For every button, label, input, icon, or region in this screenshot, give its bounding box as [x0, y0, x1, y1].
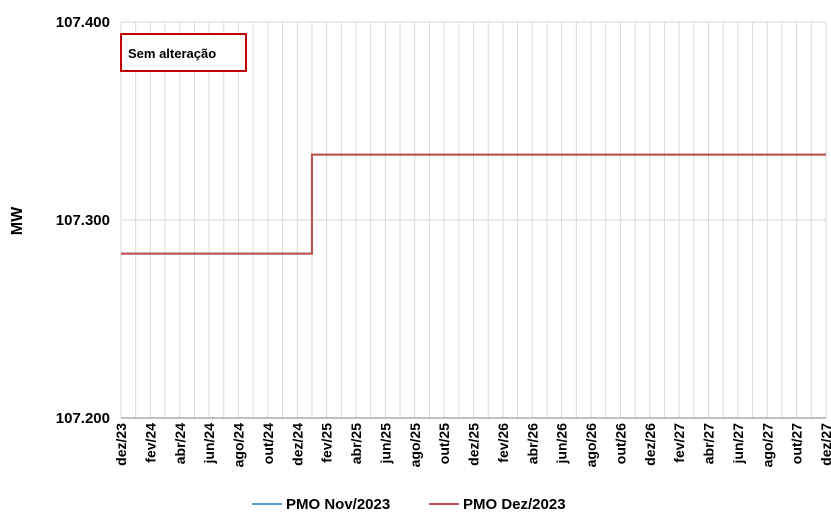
x-tick-label: dez/27	[818, 423, 831, 466]
x-axis-ticks: dez/23 fev/24 abr/24 jun/24 ago/24 out/24 dez/…	[113, 423, 831, 468]
x-tick-label: ago/27	[759, 423, 775, 468]
x-tick-label: abr/27	[701, 423, 717, 464]
x-tick-label: fev/24	[142, 423, 158, 463]
x-tick-label: dez/25	[466, 423, 482, 466]
y-tick-label: 107.400	[56, 14, 110, 31]
x-tick-label: out/26	[612, 423, 628, 464]
x-tick-label: abr/24	[172, 423, 188, 464]
y-tick-label: 107.200	[56, 410, 110, 427]
x-tick-label: jun/27	[730, 423, 746, 465]
y-axis-title: MW	[9, 206, 26, 235]
legend-label: PMO Nov/2023	[286, 496, 390, 513]
annotation-text: Sem alteração	[128, 46, 216, 61]
x-tick-label: jun/26	[554, 423, 570, 465]
x-tick-label: jun/24	[201, 423, 217, 465]
x-tick-label: out/27	[789, 423, 805, 464]
series-group	[121, 153, 826, 255]
x-tick-label: fev/25	[319, 423, 335, 463]
x-tick-label: fev/27	[671, 423, 687, 463]
x-tick-label: jun/25	[377, 423, 393, 465]
legend: PMO Nov/2023 PMO Dez/2023	[252, 496, 566, 513]
x-tick-label: abr/25	[348, 423, 364, 464]
y-axis-ticks: 107.200 107.300 107.400	[56, 14, 110, 427]
x-tick-label: fev/26	[495, 423, 511, 463]
y-tick-label: 107.300	[56, 212, 110, 229]
x-tick-label: dez/26	[642, 423, 658, 466]
series-line	[121, 153, 826, 255]
annotation-box: Sem alteração	[120, 33, 247, 72]
x-tick-label: dez/23	[113, 423, 129, 466]
x-tick-label: out/25	[436, 423, 452, 464]
grid	[120, 21, 827, 419]
x-tick-label: ago/25	[407, 423, 423, 468]
x-tick-label: ago/26	[583, 423, 599, 468]
x-tick-label: dez/24	[289, 423, 305, 466]
x-tick-label: ago/24	[231, 423, 247, 468]
x-tick-label: out/24	[260, 423, 276, 464]
x-tick-label: abr/26	[524, 423, 540, 464]
legend-label: PMO Dez/2023	[463, 496, 566, 513]
